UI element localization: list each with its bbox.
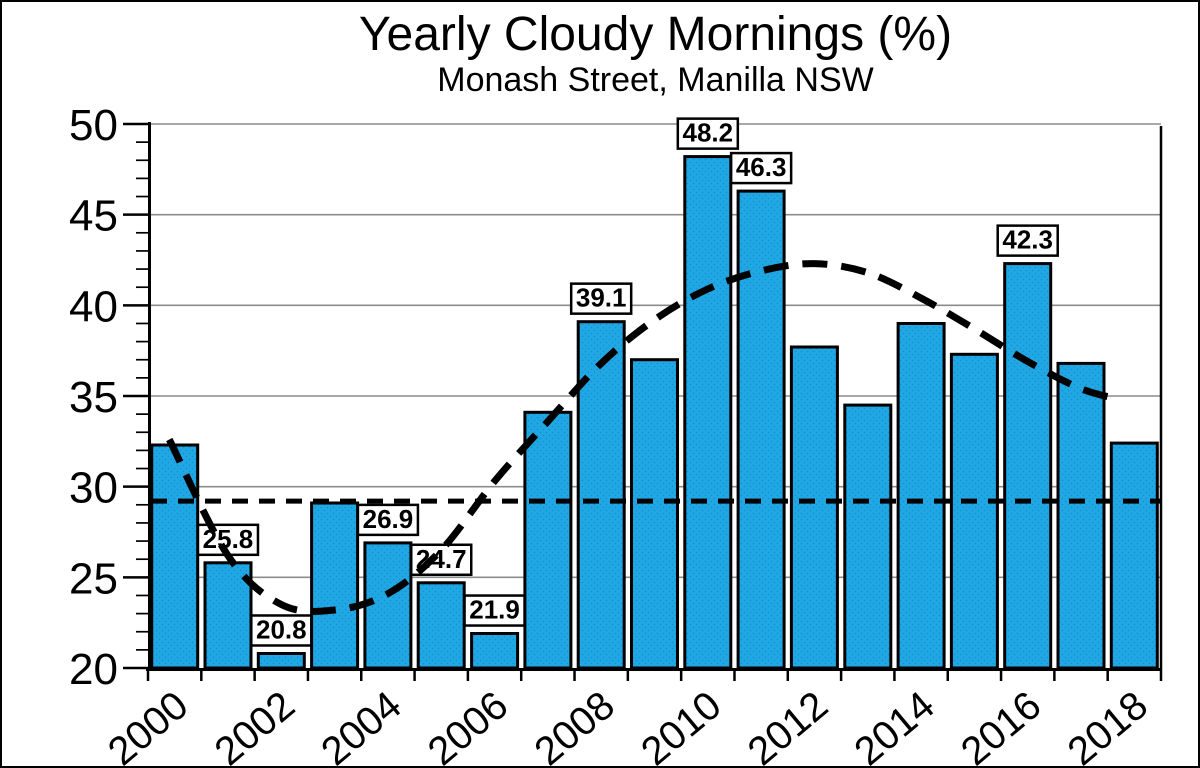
bar-2013 xyxy=(843,403,893,670)
bar-2017 xyxy=(1056,361,1106,670)
x-tick-label-2004: 2004 xyxy=(313,683,409,766)
x-tick-label-2002: 2002 xyxy=(207,683,303,766)
y-tick-label-50: 50 xyxy=(69,101,118,150)
x-tick-label-2016: 2016 xyxy=(953,683,1049,766)
bar-label-box-2006 xyxy=(463,594,526,627)
trend-line xyxy=(166,260,1122,615)
bar-2008 xyxy=(576,320,626,670)
x-tick-label-2012: 2012 xyxy=(740,683,836,766)
bar-2015 xyxy=(949,352,999,670)
y-tick-label-20: 20 xyxy=(69,645,118,694)
bar-2014 xyxy=(896,322,946,670)
y-tick-label-45: 45 xyxy=(69,192,118,241)
x-tick-label-2018: 2018 xyxy=(1060,683,1156,766)
bar-2007 xyxy=(523,410,573,670)
y-tick-label-30: 30 xyxy=(69,464,118,513)
chart-subtitle: Monash Street, Manilla NSW xyxy=(437,61,874,99)
y-tick-label-25: 25 xyxy=(69,554,118,603)
bar-value-label-2006: 21.9 xyxy=(469,595,520,625)
bar-2016 xyxy=(1003,262,1053,670)
y-tick-label-40: 40 xyxy=(69,282,118,331)
bar-2002 xyxy=(256,652,306,670)
chart-title: Yearly Cloudy Mornings (%) xyxy=(358,8,953,61)
x-tick-label-2014: 2014 xyxy=(846,683,942,766)
x-tick-label-2006: 2006 xyxy=(420,683,516,766)
bar-2011 xyxy=(736,189,786,670)
bar-value-label-2008: 39.1 xyxy=(576,283,627,313)
bar-value-label-2010: 48.2 xyxy=(683,118,734,148)
bar-label-box-2004 xyxy=(356,503,420,537)
bar-label-box-2011 xyxy=(729,151,793,185)
bar-2004 xyxy=(363,541,413,670)
bar-2006 xyxy=(470,632,520,670)
bar-2005 xyxy=(416,581,466,670)
bar-2010 xyxy=(683,155,733,670)
bar-value-label-2004: 26.9 xyxy=(363,504,414,534)
bar-2009 xyxy=(630,358,679,670)
bar-label-box-2008 xyxy=(569,282,633,315)
x-tick-label-2008: 2008 xyxy=(527,683,623,766)
bar-2018 xyxy=(1109,441,1159,670)
x-tick-label-2010: 2010 xyxy=(633,683,729,766)
bar-2003 xyxy=(310,501,360,670)
bar-label-box-2002 xyxy=(250,614,313,647)
bar-label-box-2016 xyxy=(996,224,1059,257)
bar-value-label-2016: 42.3 xyxy=(1002,225,1053,255)
bar-value-label-2011: 46.3 xyxy=(736,152,787,182)
y-tick-label-35: 35 xyxy=(69,373,118,422)
bar-2012 xyxy=(789,345,839,670)
x-tick-label-2000: 2000 xyxy=(100,683,196,766)
bar-label-box-2010 xyxy=(676,117,740,150)
bar-value-label-2002: 20.8 xyxy=(256,614,307,644)
